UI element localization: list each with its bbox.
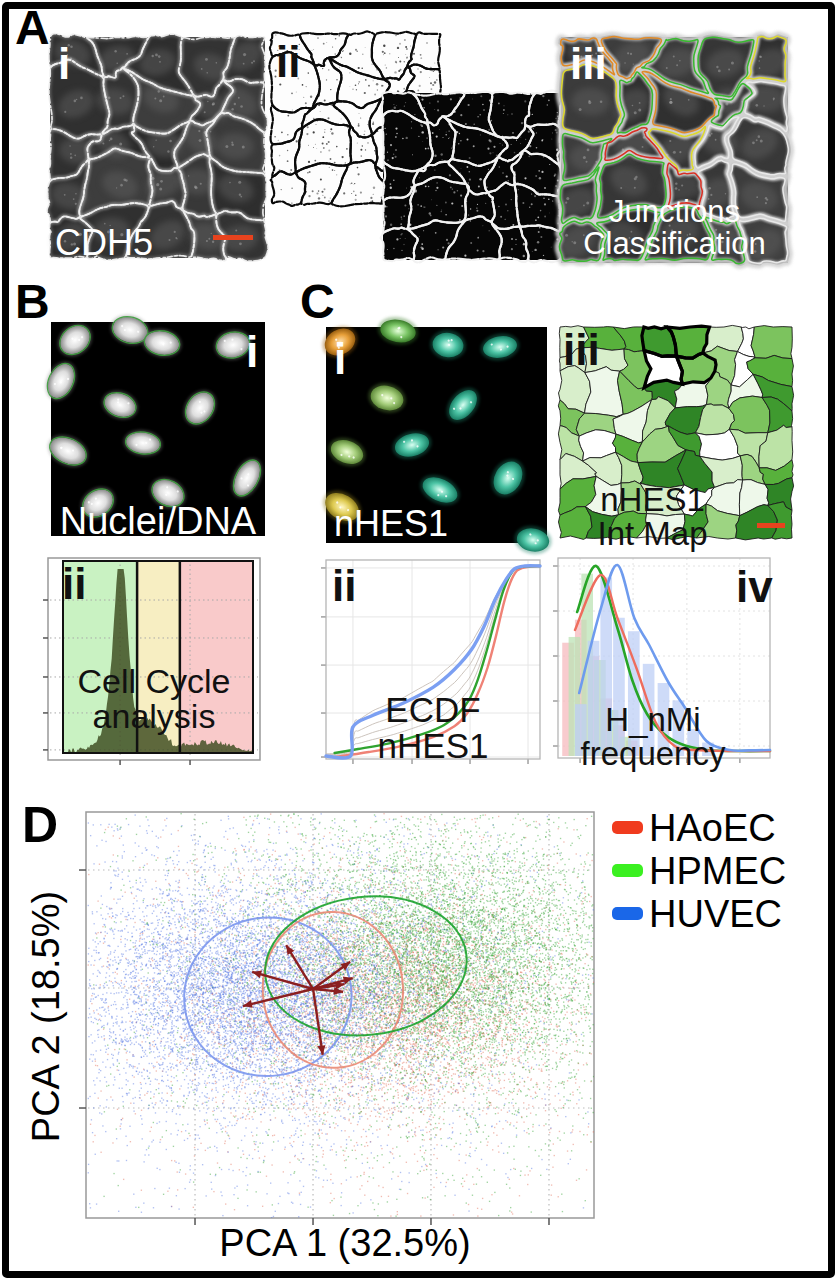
panel-b-label: B [15,278,50,326]
panel-a-i-label: i [58,42,70,86]
panel-a-i-caption: CDH5 [55,224,153,261]
panel-c-ii-caption-line2: nHES1 [326,728,540,764]
panel-c-iii-caption-line2: Int Map [560,517,745,551]
panel-a-ii-binary-black-image [383,93,560,260]
panel-a-iii-caption-line1: Junctions [561,196,788,228]
panel-b-ii-label: ii [62,562,86,606]
panel-d-label: D [22,800,58,850]
panel-c-iii-caption-line1: nHES1 [560,483,745,517]
legend-row-hpmec: HPMEC [612,849,786,892]
panel-d-scatter [86,812,594,1218]
legend-swatch-hpmec [612,864,643,877]
panel-c-iv-caption-line2: frequency [558,737,748,771]
panel-c-label: C [300,278,335,326]
panel-c-ii-caption-line1: ECDF [326,692,540,728]
panel-c-ii-caption: ECDF nHES1 [326,692,540,764]
panel-c-i-caption: nHES1 [334,505,448,542]
panel-b-ii-caption-line1: Cell Cycle [48,664,260,699]
panel-a-iii-caption: Junctions Classification [561,196,788,260]
panel-b-i-label: i [246,330,258,374]
legend-label-huvec: HUVEC [649,895,782,933]
pca-legend: HAoEC HPMEC HUVEC [612,806,786,935]
panel-a-ii-label: ii [276,40,300,84]
panel-c-iii-caption: nHES1 Int Map [560,483,745,551]
panel-c-iv-caption-line1: H_nMi [558,703,748,737]
legend-label-hpmec: HPMEC [649,852,786,890]
panel-c-iv-label: iv [736,565,773,609]
panel-c-ii-label: ii [332,564,356,608]
pca-y-axis-label: PCA 2 (18.5%) [25,867,68,1167]
panel-a-i-scalebar [213,235,253,240]
panel-b-ii-caption-line2: analysis [48,699,260,734]
panel-c-iv-caption: H_nMi frequency [558,703,748,771]
panel-c-iii-scalebar [757,523,785,528]
legend-label-haoec: HAoEC [649,809,776,847]
legend-swatch-huvec [612,907,643,920]
pca-x-axis-label: PCA 1 (32.5%) [145,1222,545,1265]
figure-page: { "panels":{ "A":{"label":"A", "i":{"lab… [0,0,837,1280]
legend-row-huvec: HUVEC [612,892,786,935]
panel-b-i-caption: Nuclei/DNA [51,502,265,541]
legend-row-haoec: HAoEC [612,806,786,849]
panel-c-i-label: i [334,337,346,381]
panel-a-iii-caption-line2: Classification [561,228,788,260]
panel-a-label: A [15,4,50,52]
panel-a-iii-label: iii [570,42,607,86]
legend-swatch-haoec [612,821,643,834]
panel-b-ii-caption: Cell Cycle analysis [48,664,260,734]
panel-c-iii-label: iii [563,328,600,372]
